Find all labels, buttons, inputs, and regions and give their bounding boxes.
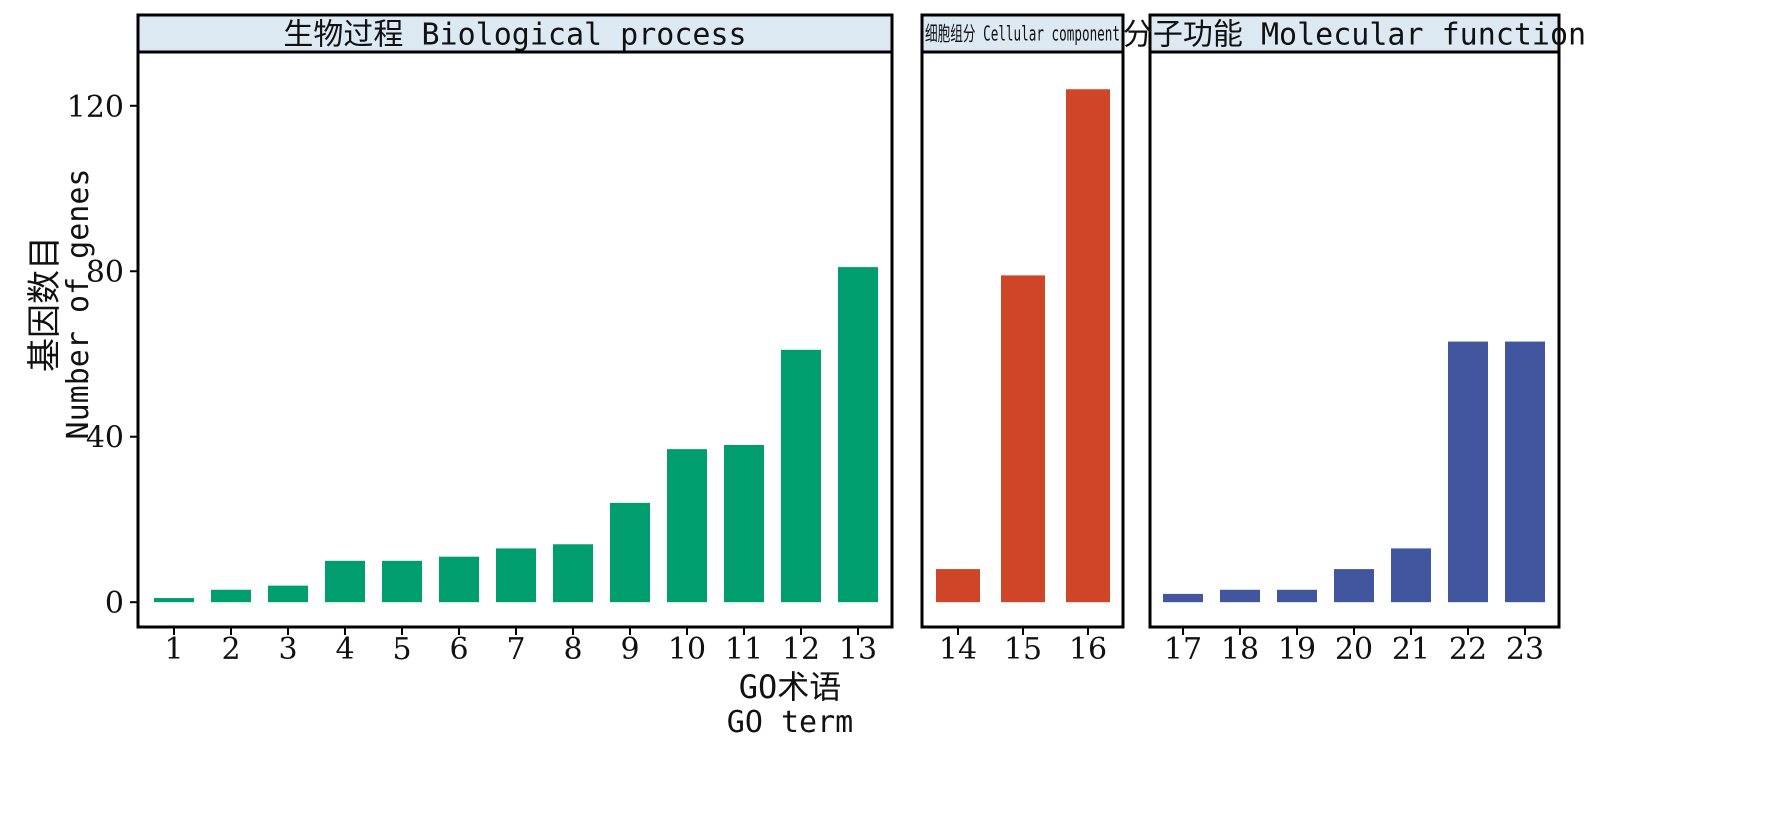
bar-12	[781, 349, 821, 603]
bar-13	[838, 267, 878, 603]
x-tick-label: 8	[563, 632, 582, 667]
bar-3	[268, 585, 308, 603]
y-tick-label: 120	[67, 90, 124, 125]
x-tick-label: 3	[278, 632, 297, 667]
y-tick-label: 0	[105, 586, 124, 621]
bar-9	[610, 502, 650, 603]
y-axis-label-zh: 基因数目	[25, 236, 65, 372]
bar-18	[1220, 589, 1260, 603]
bar-8	[553, 544, 593, 603]
bar-10	[667, 449, 707, 603]
x-tick-label: 13	[839, 632, 877, 667]
x-tick-label: 14	[939, 632, 977, 667]
panel-cc: 细胞组分 Cellular component 14 15 16	[920, 13, 1125, 667]
x-tick-label: 18	[1221, 632, 1259, 667]
bar-15	[1001, 275, 1045, 603]
x-tick-label: 6	[449, 632, 468, 667]
bar-19	[1277, 589, 1317, 603]
x-tick-label: 22	[1449, 632, 1487, 667]
x-tick-label: 23	[1506, 632, 1544, 667]
panel-frame	[136, 50, 894, 629]
y-axis-label: 基因数目 Number of genes	[25, 169, 96, 440]
bar-2	[211, 589, 251, 603]
x-tick-label: 9	[620, 632, 639, 667]
x-tick-label: 2	[221, 632, 240, 667]
bar-11	[724, 444, 764, 603]
x-tick-label: 20	[1335, 632, 1373, 667]
bar-16	[1066, 89, 1110, 603]
x-tick-label: 12	[782, 632, 820, 667]
panel-title: 生物过程 Biological process	[283, 17, 746, 52]
panel-mf: 分子功能 Molecular function 17 18 19 20 21 22 23	[1123, 13, 1586, 667]
x-axis-label-en: GO term	[727, 705, 853, 740]
bar-1	[154, 598, 194, 603]
bar-17	[1163, 593, 1203, 603]
bar-21	[1391, 548, 1431, 603]
x-axis-label-zh: GO术语	[739, 668, 842, 706]
bar-6	[439, 556, 479, 603]
x-tick-label: 21	[1392, 632, 1430, 667]
bar-7	[496, 548, 536, 603]
panel-frame	[920, 50, 1125, 629]
bar-5	[382, 560, 422, 603]
x-tick-label: 16	[1069, 632, 1107, 667]
panel-strip	[1148, 13, 1561, 54]
x-tick-label: 10	[668, 632, 706, 667]
y-axis-label-en: Number of genes	[61, 169, 96, 440]
x-tick-label: 15	[1004, 632, 1042, 667]
y-tick-label: 40	[86, 421, 124, 456]
bar-22	[1448, 341, 1488, 603]
y-tick-label: 80	[86, 255, 124, 290]
x-tick-label: 1	[164, 632, 183, 667]
x-tick-label: 5	[392, 632, 411, 667]
bar-20	[1334, 569, 1374, 603]
x-tick-label: 19	[1278, 632, 1316, 667]
bar-4	[325, 560, 365, 603]
x-tick-label: 4	[335, 632, 354, 667]
panel-frame	[1148, 50, 1561, 629]
x-tick-label: 17	[1164, 632, 1202, 667]
panel-strip	[920, 13, 1125, 54]
x-tick-label: 11	[725, 632, 763, 667]
bar-23	[1505, 341, 1545, 603]
panel-title: 细胞组分 Cellular component	[925, 22, 1120, 46]
bar-14	[936, 569, 980, 603]
panel-title: 分子功能 Molecular function	[1123, 17, 1586, 52]
x-tick-label: 7	[506, 632, 525, 667]
